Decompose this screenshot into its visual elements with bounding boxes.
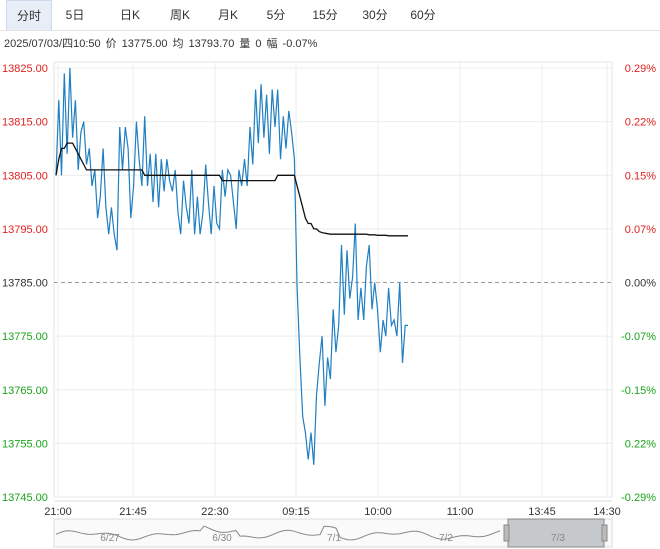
tab-6[interactable]: 15分 xyxy=(312,8,338,22)
y-tick-right: 0.15% xyxy=(625,170,656,182)
tab-4[interactable]: 月K xyxy=(217,8,238,22)
x-tick: 10:00 xyxy=(364,506,392,518)
y-tick-right: 0.29% xyxy=(625,63,656,75)
y-tick-left: 13815.00 xyxy=(2,117,48,129)
tab-0[interactable]: 分时 xyxy=(6,0,52,30)
navigator-date: 7/1 xyxy=(327,533,341,544)
price-label: 价 xyxy=(105,38,117,50)
avg-label: 均 xyxy=(172,38,184,50)
navigator-date: 7/3 xyxy=(551,533,565,544)
navigator-bar[interactable]: 6/27 6/30 7/1 7/2 7/3 xyxy=(53,518,613,548)
y-tick-left: 13775.00 xyxy=(2,331,48,343)
navigator-handle-right[interactable] xyxy=(601,524,608,542)
change-label: 幅 xyxy=(266,38,278,50)
y-tick-right: 0.22% xyxy=(625,117,656,129)
y-tick-left: 13745.00 xyxy=(2,492,48,504)
x-tick: 21:45 xyxy=(119,506,147,518)
navigator-handle-left[interactable] xyxy=(503,524,510,542)
tab-7[interactable]: 30分 xyxy=(362,8,388,22)
tab-1[interactable]: 5日 xyxy=(65,8,85,22)
x-tick: 21:00 xyxy=(44,506,72,518)
y-tick-right: 0.07% xyxy=(625,224,656,236)
navigator-date: 6/27 xyxy=(100,533,120,544)
y-tick-right: 0.22% xyxy=(625,438,656,450)
right-axis-labels: 0.29% 0.22% 0.15% 0.07% 0.00% -0.07% -0.15% 0.2… xyxy=(621,63,656,504)
y-tick-left: 13805.00 xyxy=(2,170,48,182)
period-tabs: 分时 5日 日K 周K 月K 5分 15分 30分 60分 xyxy=(0,0,660,31)
avg-line xyxy=(55,142,408,237)
time-axis-labels: 21:00 21:45 22:30 09:15 10:00 11:00 13:45 14:30 xyxy=(44,500,621,518)
left-axis-labels: 13825.00 13815.00 13805.00 13795.00 13785.00… xyxy=(2,63,48,504)
y-tick-right: 0.00% xyxy=(625,278,656,290)
plot-frame xyxy=(53,61,613,498)
grid-lines xyxy=(53,61,613,498)
price-value: 13775.00 xyxy=(121,38,168,50)
x-tick: 13:45 xyxy=(528,506,556,518)
y-tick-left: 13755.00 xyxy=(2,438,48,450)
x-tick: 09:15 xyxy=(282,506,310,518)
quote-datetime: 2025/07/03/四10:50 xyxy=(4,38,101,50)
volume-label: 量 xyxy=(239,38,251,50)
price-line xyxy=(55,67,408,465)
quote-info-bar: 2025/07/03/四10:50 价 13775.00 均 13793.70 量 0 幅 -0… xyxy=(4,35,322,51)
tab-5[interactable]: 5分 xyxy=(266,8,286,22)
avg-value: 13793.70 xyxy=(188,38,235,50)
y-tick-left: 13795.00 xyxy=(2,224,48,236)
y-tick-right: -0.29% xyxy=(621,492,656,504)
navigator-window[interactable] xyxy=(507,518,605,548)
y-tick-right: -0.15% xyxy=(621,385,656,397)
x-tick: 22:30 xyxy=(201,506,229,518)
y-tick-right: -0.07% xyxy=(621,331,656,343)
chart-series xyxy=(55,67,408,465)
navigator-date: 6/30 xyxy=(212,533,232,544)
y-tick-left: 13825.00 xyxy=(2,63,48,75)
tab-3[interactable]: 周K xyxy=(169,8,190,22)
y-tick-left: 13765.00 xyxy=(2,385,48,397)
tab-2[interactable]: 日K xyxy=(119,8,140,22)
tab-8[interactable]: 60分 xyxy=(410,8,436,22)
change-value: -0.07% xyxy=(282,38,318,50)
x-tick: 11:00 xyxy=(447,506,474,518)
x-tick: 14:30 xyxy=(593,506,621,518)
volume-value: 0 xyxy=(255,38,262,50)
navigator-date: 7/2 xyxy=(439,533,453,544)
y-tick-left: 13785.00 xyxy=(2,278,48,290)
navigator-mini-line xyxy=(55,525,501,541)
